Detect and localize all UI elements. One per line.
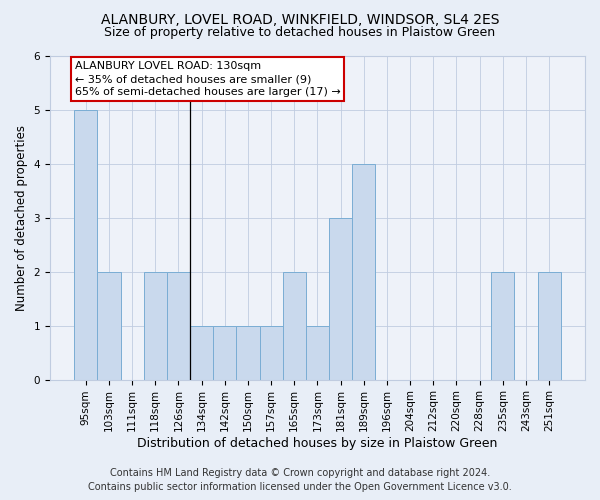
Bar — [144, 272, 167, 380]
Y-axis label: Number of detached properties: Number of detached properties — [15, 125, 28, 311]
Bar — [283, 272, 306, 380]
Bar — [352, 164, 376, 380]
Bar — [167, 272, 190, 380]
Text: Contains HM Land Registry data © Crown copyright and database right 2024.
Contai: Contains HM Land Registry data © Crown c… — [88, 468, 512, 492]
Text: ALANBURY LOVEL ROAD: 130sqm
← 35% of detached houses are smaller (9)
65% of semi: ALANBURY LOVEL ROAD: 130sqm ← 35% of det… — [74, 61, 340, 97]
Bar — [329, 218, 352, 380]
Bar — [236, 326, 260, 380]
Bar — [260, 326, 283, 380]
Text: ALANBURY, LOVEL ROAD, WINKFIELD, WINDSOR, SL4 2ES: ALANBURY, LOVEL ROAD, WINKFIELD, WINDSOR… — [101, 12, 499, 26]
Bar — [538, 272, 560, 380]
Bar — [190, 326, 213, 380]
Bar — [213, 326, 236, 380]
Bar — [491, 272, 514, 380]
Text: Size of property relative to detached houses in Plaistow Green: Size of property relative to detached ho… — [104, 26, 496, 39]
X-axis label: Distribution of detached houses by size in Plaistow Green: Distribution of detached houses by size … — [137, 437, 497, 450]
Bar — [74, 110, 97, 380]
Bar — [97, 272, 121, 380]
Bar — [306, 326, 329, 380]
